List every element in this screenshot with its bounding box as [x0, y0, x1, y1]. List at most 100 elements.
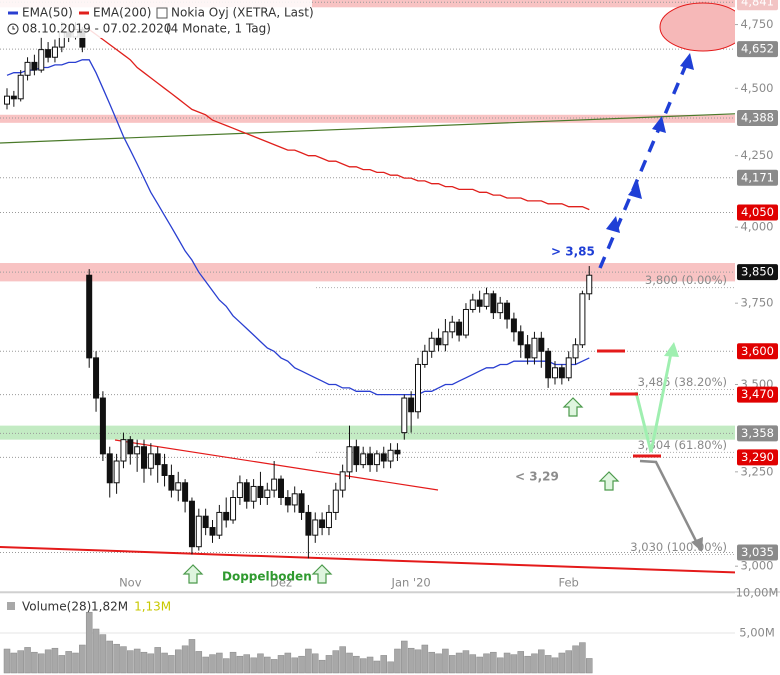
candle-body: [291, 493, 298, 506]
chart-title: Nokia Oyj (XETRA, Last): [171, 6, 314, 20]
volume-bar: [58, 655, 66, 674]
volume-bar: [161, 652, 168, 674]
volume-bar: [270, 659, 278, 674]
candle-body: [469, 299, 476, 310]
volume-bar: [168, 655, 175, 674]
clock-icon: [12, 26, 15, 30]
candle-body: [558, 367, 565, 379]
candle-body: [17, 74, 24, 100]
volume-bar: [106, 640, 113, 674]
volume-bar: [318, 659, 326, 674]
volume-legend-value: 1,82M: [91, 600, 128, 614]
candle-body: [31, 61, 38, 71]
volume-bar: [394, 648, 401, 674]
candle-body: [264, 489, 271, 499]
volume-bar: [503, 652, 511, 674]
volume-bar: [38, 653, 45, 674]
x-tick-label: Jan '20: [391, 576, 431, 590]
candle-body: [243, 482, 250, 502]
volume-bar: [113, 643, 120, 674]
volume-bar: [339, 646, 346, 674]
candle-body: [339, 471, 346, 491]
candle-body: [442, 331, 449, 346]
candle-body: [510, 318, 517, 333]
candle-body: [51, 46, 58, 58]
volume-bar: [195, 651, 203, 674]
volume-bar: [85, 611, 93, 674]
neckline: [114, 439, 439, 491]
volume-bar: [65, 651, 72, 674]
volume-bar: [51, 647, 59, 674]
level-label: 4,652: [741, 42, 774, 56]
candle-body: [456, 321, 463, 336]
legend-entry: EMA(200): [93, 6, 151, 20]
volume-bar: [222, 658, 230, 674]
y-tick-label: 4,000: [741, 220, 774, 234]
volume-bar: [44, 649, 52, 674]
target-zone: [659, 2, 747, 52]
candle-body: [565, 357, 572, 379]
candle-body: [271, 478, 278, 491]
candle-body: [134, 446, 141, 455]
volume-bar: [469, 654, 477, 674]
volume-bar: [3, 648, 11, 674]
x-tick-label: Nov: [119, 576, 142, 590]
volume-bar: [92, 628, 100, 674]
zone-band: [0, 425, 735, 440]
volume-bar: [359, 658, 367, 674]
level-badge: [737, 41, 778, 58]
candle-body: [353, 446, 360, 466]
volume-bar: [449, 655, 456, 674]
candle-body: [401, 397, 408, 434]
volume-bar: [579, 642, 586, 674]
volume-bar: [524, 655, 531, 674]
candle-body: [305, 511, 312, 536]
candle-body: [250, 485, 257, 502]
zone-band: [0, 114, 735, 123]
candle-body: [202, 515, 209, 529]
level-badge: [737, 109, 778, 126]
volume-bar: [188, 639, 196, 674]
candle-body: [161, 464, 168, 476]
signal-arrows: [182, 397, 620, 584]
breakdown-label: < 3,29: [515, 470, 559, 484]
volume-bar: [277, 655, 285, 674]
arrowhead: [606, 216, 620, 233]
pattern-label: Doppelboden: [222, 570, 312, 584]
volume-bar: [407, 647, 415, 674]
candle-body: [428, 337, 435, 352]
volume-bar: [229, 651, 237, 674]
candle-body: [154, 453, 161, 466]
candle-body: [490, 293, 497, 314]
candle-body: [99, 397, 106, 455]
volume-bar: [455, 652, 463, 674]
level-label: 4,841: [741, 0, 774, 9]
volume-bar: [175, 649, 182, 674]
volume-bar: [243, 654, 250, 674]
volume-bar: [257, 653, 264, 674]
y-tick-label: 3,250: [741, 464, 774, 478]
x-tick-label: Feb: [559, 576, 579, 590]
volume-bar: [476, 656, 483, 674]
legend: EMA(50) EMA(200) Nokia Oyj (XETRA, Last)…: [0, 0, 314, 38]
volume-bar: [154, 647, 161, 674]
candle-body: [504, 302, 511, 320]
level-label: 3,035: [741, 545, 774, 559]
candle-body: [223, 511, 230, 521]
volume-bar: [538, 649, 545, 674]
level-badge: [737, 425, 778, 442]
indicator-lines: [6, 28, 590, 396]
level-label: 4,388: [741, 110, 774, 124]
candle-body: [216, 511, 223, 536]
volume-bar: [181, 645, 189, 674]
ema-line: [88, 28, 590, 211]
level-badge: [737, 0, 778, 11]
volume-bar: [428, 651, 435, 674]
candle-body: [257, 485, 264, 499]
volume-bar: [216, 652, 223, 674]
ema-line: [6, 59, 590, 396]
legend-swatch: [156, 7, 168, 19]
period: 08.10.2019 - 07.02.2020: [22, 22, 171, 36]
candle-body: [435, 337, 442, 346]
volume-bar: [312, 653, 319, 674]
